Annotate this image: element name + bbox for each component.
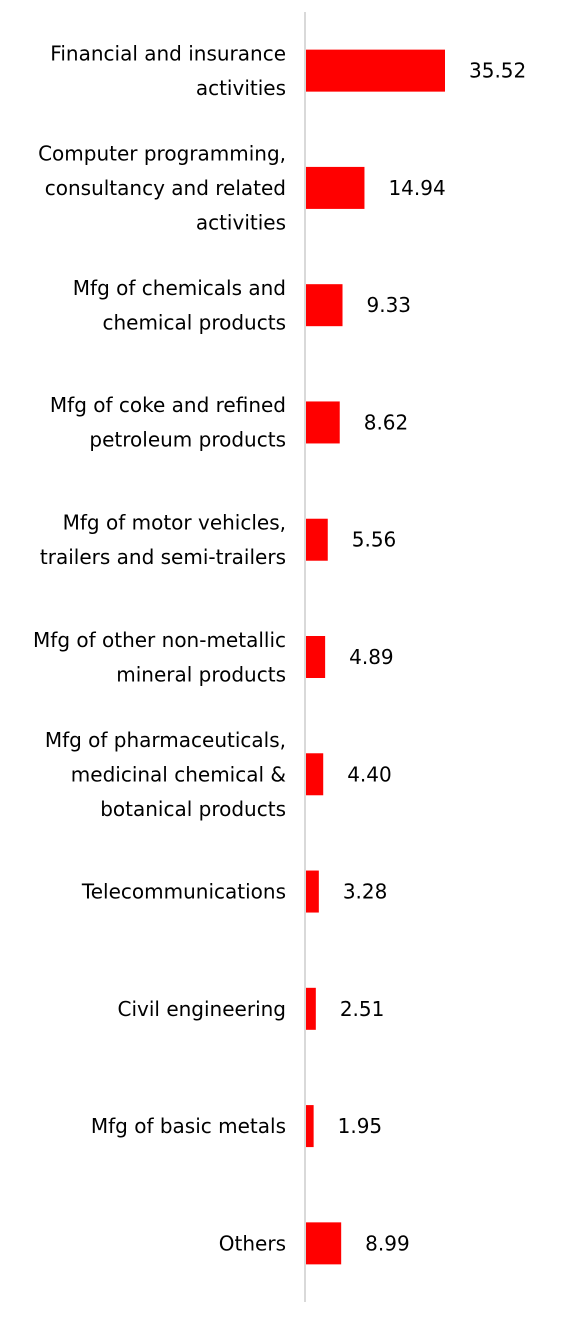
bar bbox=[306, 987, 316, 1030]
bar bbox=[306, 284, 343, 327]
category-label-line: Mfg of basic metals bbox=[91, 1114, 286, 1138]
category-labels-group: Financial and insurance activitiesCompute… bbox=[33, 41, 286, 1255]
value-label: 8.99 bbox=[365, 1231, 410, 1255]
value-label: 14.94 bbox=[388, 176, 445, 200]
bar bbox=[306, 870, 319, 913]
category-label: Mfg of other non-metallic mineral product… bbox=[33, 628, 286, 687]
category-label-line: mineral products bbox=[116, 662, 286, 686]
category-label: Telecommunications bbox=[81, 880, 286, 904]
value-label: 1.95 bbox=[338, 1114, 383, 1138]
value-label: 4.40 bbox=[347, 762, 392, 786]
category-label-line: Telecommunications bbox=[81, 880, 286, 904]
category-label: Mfg of basic metals bbox=[91, 1114, 286, 1138]
category-label: Mfg of coke and refined petroleum product… bbox=[50, 393, 286, 452]
value-label: 4.89 bbox=[349, 645, 394, 669]
category-label-line: trailers and semi-trailers bbox=[40, 545, 286, 569]
bar bbox=[306, 636, 326, 678]
category-label-line: Financial and insurance bbox=[50, 41, 286, 65]
category-label-line: Others bbox=[219, 1231, 286, 1255]
bar bbox=[306, 49, 445, 92]
category-label: Mfg of chemicals and chemical products bbox=[73, 276, 286, 335]
value-label: 35.52 bbox=[469, 59, 526, 83]
category-label-line: Civil engineering bbox=[118, 997, 287, 1021]
bar bbox=[306, 1222, 342, 1265]
category-label-line: petroleum products bbox=[89, 428, 286, 452]
category-label-line: Mfg of chemicals and bbox=[73, 276, 286, 300]
category-label: Mfg of pharmaceuticals, medicinal chemica… bbox=[45, 728, 286, 821]
bar bbox=[306, 1105, 314, 1148]
category-label-line: medicinal chemical & bbox=[71, 762, 286, 786]
value-label: 3.28 bbox=[343, 880, 388, 904]
category-label: Financial and insurance activities bbox=[50, 41, 286, 99]
value-label: 5.56 bbox=[352, 528, 397, 552]
category-label-line: Mfg of motor vehicles, bbox=[63, 510, 286, 534]
category-label-line: activities bbox=[196, 76, 286, 100]
category-label-line: activities bbox=[196, 210, 286, 234]
value-labels-group: 35.52 14.94 9.33 8.62 5.56 4.89 4.40 3.28 2.51 1.… bbox=[338, 59, 527, 1256]
category-label-line: consultancy and related bbox=[45, 176, 286, 200]
bar bbox=[306, 518, 328, 561]
category-label: Civil engineering bbox=[118, 997, 287, 1021]
category-label-line: Mfg of pharmaceuticals, bbox=[45, 728, 286, 752]
value-label: 8.62 bbox=[364, 410, 409, 434]
category-label-line: chemical products bbox=[102, 310, 286, 334]
category-label-line: Mfg of coke and refined bbox=[50, 393, 286, 417]
category-label-line: Mfg of other non-metallic bbox=[33, 628, 286, 652]
value-label: 2.51 bbox=[340, 997, 385, 1021]
bars-group bbox=[306, 49, 445, 1265]
category-label: Computer programming, consultancy and rel… bbox=[38, 141, 286, 234]
category-label-line: botanical products bbox=[100, 797, 286, 821]
bar bbox=[306, 401, 340, 444]
bar bbox=[306, 753, 324, 796]
category-label-line: Computer programming, bbox=[38, 141, 286, 165]
bar bbox=[306, 166, 365, 209]
category-label: Mfg of motor vehicles, trailers and semi-… bbox=[40, 510, 286, 569]
value-label: 9.33 bbox=[367, 293, 412, 317]
category-label: Others bbox=[219, 1231, 286, 1255]
